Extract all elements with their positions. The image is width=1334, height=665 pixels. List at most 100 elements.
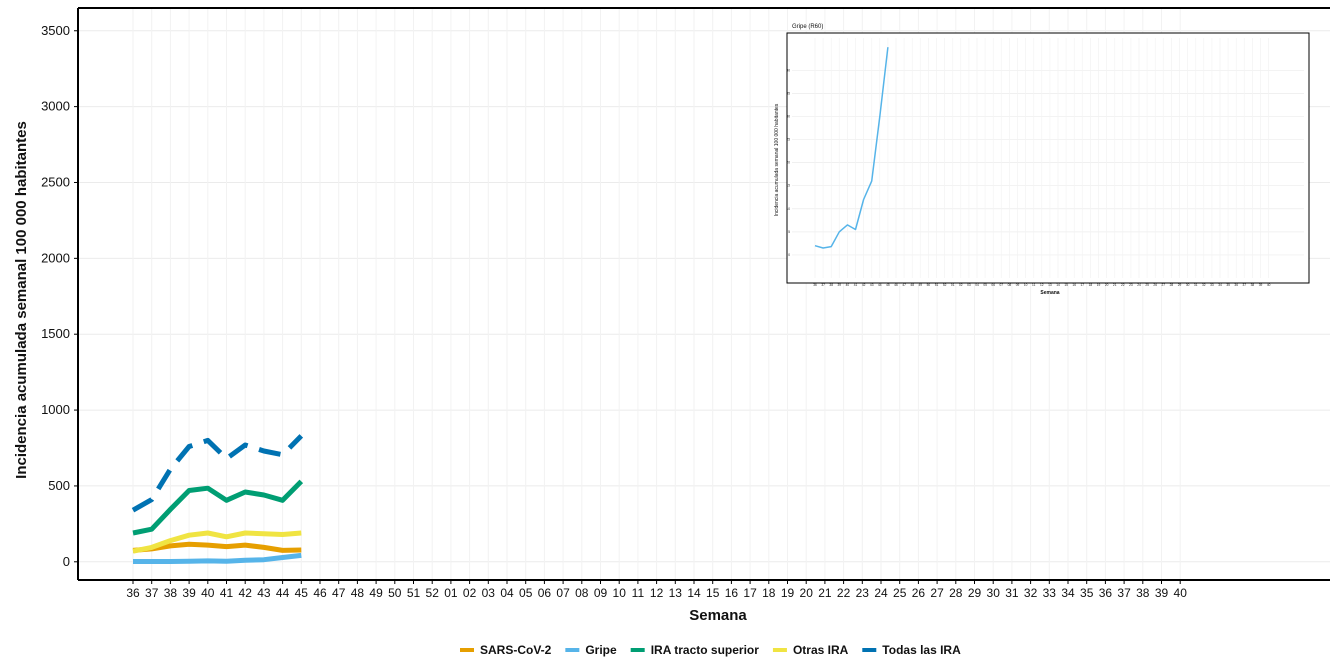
- main-x-tick-label: 36: [1099, 586, 1113, 600]
- inset-x-tick-label: 47: [902, 283, 906, 287]
- inset-gridlines: [792, 38, 1304, 278]
- main-x-tick-label: 31: [1005, 586, 1019, 600]
- main-x-tick-label: 33: [1043, 586, 1057, 600]
- main-y-tick-label: 3000: [41, 99, 70, 114]
- inset-x-tick-label: 04: [975, 283, 979, 287]
- inset-x-tick-label: 39: [838, 283, 842, 287]
- main-x-tick-label: 11: [632, 586, 645, 600]
- inset-y-axis-title: Incidencia acumulada semanal 100 000 hab…: [774, 103, 780, 216]
- inset-y-tick-label: 20: [786, 161, 790, 165]
- inset-x-tick-label: 33: [1210, 283, 1214, 287]
- main-x-tick-label: 19: [781, 586, 795, 600]
- main-x-tick-label: 50: [388, 586, 402, 600]
- inset-x-tick-label: 23: [1129, 283, 1133, 287]
- main-x-tick-label: 22: [837, 586, 851, 600]
- inset-x-tick-label: 37: [1243, 283, 1247, 287]
- main-y-tick-label: 3500: [41, 23, 70, 38]
- main-x-tick-label: 47: [332, 586, 346, 600]
- inset-x-tick-label: 02: [959, 283, 963, 287]
- legend-swatch: [630, 648, 645, 652]
- inset-x-tick-label: 34: [1218, 283, 1222, 287]
- main-x-tick-label: 41: [220, 586, 234, 600]
- main-y-tick-label: 1500: [41, 326, 70, 341]
- main-y-tick-label: 0: [63, 554, 70, 569]
- legend-swatch: [565, 648, 580, 652]
- main-x-tick-label: 15: [706, 586, 720, 600]
- inset-title: Gripe (R60): [792, 24, 823, 30]
- main-x-tick-label: 37: [1117, 586, 1131, 600]
- inset-y-ticks: 0 5 10 15 20 25 30 35 40: [786, 68, 790, 257]
- main-y-ticks: 0 500 1000 1500 2000 2500 3000 3500: [41, 23, 78, 569]
- legend: SARS-CoV-2 Gripe IRA tracto superior Otras …: [460, 643, 961, 657]
- inset-x-tick-label: 20: [1105, 283, 1109, 287]
- inset-x-tick-label: 40: [846, 283, 850, 287]
- inset-x-tick-label: 19: [1097, 283, 1101, 287]
- inset-x-tick-label: 45: [886, 283, 890, 287]
- inset-x-tick-label: 12: [1040, 283, 1044, 287]
- main-x-tick-label: 30: [987, 586, 1001, 600]
- inset-x-tick-label: 35: [1226, 283, 1230, 287]
- series-line-sars-cov-2: [132, 541, 302, 553]
- inset-y-tick-label: 10: [786, 207, 790, 211]
- main-x-tick-label: 02: [463, 586, 477, 600]
- inset-series-line-gripe: [814, 47, 889, 249]
- inset-x-tick-label: 18: [1089, 283, 1093, 287]
- inset-x-tick-label: 05: [983, 283, 987, 287]
- inset-x-tick-label: 03: [967, 283, 971, 287]
- main-x-tick-label: 12: [650, 586, 664, 600]
- inset-y-tick-label: 15: [786, 184, 790, 188]
- main-x-tick-label: 52: [426, 586, 440, 600]
- main-x-tick-label: 34: [1061, 586, 1075, 600]
- inset-x-tick-label: 26: [1153, 283, 1157, 287]
- inset-x-tick-label: 40: [1267, 283, 1271, 287]
- main-x-tick-label: 24: [874, 586, 888, 600]
- inset-x-tick-label: 10: [1024, 283, 1028, 287]
- main-x-tick-label: 49: [369, 586, 383, 600]
- main-x-tick-label: 04: [500, 586, 514, 600]
- main-x-tick-label: 05: [519, 586, 533, 600]
- inset-x-tick-label: 16: [1072, 283, 1076, 287]
- main-x-tick-label: 40: [201, 586, 215, 600]
- legend-label: IRA tracto superior: [651, 643, 760, 657]
- series-line-gripe: [133, 552, 302, 564]
- main-x-tick-label: 46: [313, 586, 327, 600]
- inset-x-tick-label: 14: [1056, 283, 1060, 287]
- inset-x-tick-label: 06: [991, 283, 995, 287]
- inset-x-tick-label: 24: [1137, 283, 1141, 287]
- inset-x-axis-title: Semana: [1040, 290, 1059, 296]
- inset-x-tick-label: 46: [894, 283, 898, 287]
- inset-series-line: [814, 47, 889, 249]
- inset-x-tick-label: 27: [1162, 283, 1166, 287]
- main-x-tick-label: 26: [912, 586, 926, 600]
- inset-x-tick-label: 41: [854, 283, 858, 287]
- inset-x-tick-label: 28: [1170, 283, 1174, 287]
- main-x-tick-label: 39: [1155, 586, 1169, 600]
- main-x-tick-label: 20: [800, 586, 814, 600]
- inset-x-tick-label: 15: [1064, 283, 1068, 287]
- main-x-tick-label: 44: [276, 586, 290, 600]
- main-x-axis-title: Semana: [689, 607, 747, 624]
- main-y-tick-label: 2000: [41, 250, 70, 265]
- main-y-tick-label: 500: [48, 478, 70, 493]
- main-x-tick-label: 38: [164, 586, 178, 600]
- main-x-tick-label: 35: [1080, 586, 1094, 600]
- main-x-tick-label: 01: [444, 586, 458, 600]
- inset-y-tick-label: 40: [786, 68, 790, 72]
- inset-x-tick-label: 42: [862, 283, 866, 287]
- main-x-tick-label: 38: [1136, 586, 1150, 600]
- main-x-tick-label: 28: [949, 586, 963, 600]
- main-x-tick-label: 10: [613, 586, 627, 600]
- inset-x-tick-label: 39: [1259, 283, 1263, 287]
- main-x-tick-label: 32: [1024, 586, 1038, 600]
- main-x-tick-label: 40: [1174, 586, 1188, 600]
- main-x-tick-label: 43: [257, 586, 271, 600]
- main-x-tick-label: 25: [893, 586, 907, 600]
- inset-x-tick-label: 51: [935, 283, 939, 287]
- main-x-tick-label: 48: [351, 586, 365, 600]
- inset-x-tick-label: 30: [1186, 283, 1190, 287]
- main-y-tick-label: 1000: [41, 402, 70, 417]
- main-x-tick-label: 51: [407, 586, 421, 600]
- main-x-tick-label: 37: [145, 586, 159, 600]
- inset-x-tick-label: 11: [1032, 283, 1036, 287]
